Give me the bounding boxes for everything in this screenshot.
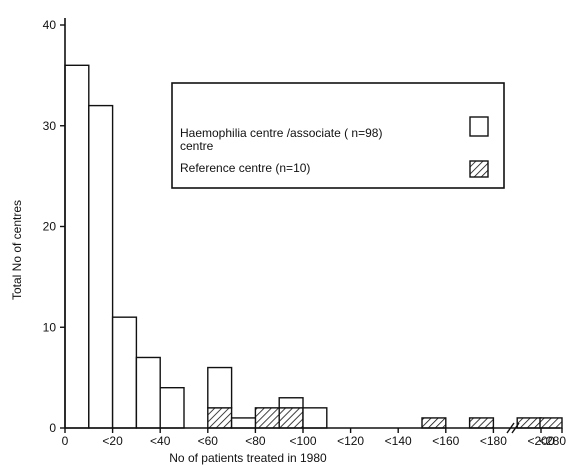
y-tick-label-0: 0 xyxy=(49,421,56,435)
reference-centre-bar-80 xyxy=(254,407,280,429)
reference-centre-bar-170 xyxy=(468,417,495,429)
haemophilia-centre-bar-30 xyxy=(135,356,161,429)
axis-break-mark xyxy=(506,422,520,434)
legend-box xyxy=(171,82,505,189)
haemophilia-centre-bar-90 xyxy=(278,397,304,409)
legend-swatch-hatched xyxy=(469,160,489,178)
y-tick-label-20: 20 xyxy=(43,220,57,234)
reference-centre-bar-60 xyxy=(207,407,233,429)
legend-label-haemophilia-line1: Haemophilia centre /associate ( n=98) xyxy=(180,126,382,140)
haemophilia-centre-bar-0 xyxy=(64,64,90,429)
haemophilia-centre-bar-100 xyxy=(302,407,328,429)
x-axis-title: No of patients treated in 1980 xyxy=(169,451,327,465)
legend-label-haemophilia-line2: centre xyxy=(180,139,214,153)
x-tick-label-8: <160 xyxy=(432,434,459,448)
x-tick-label-7: <140 xyxy=(385,434,412,448)
x-tick-label-0: 0 xyxy=(62,434,69,448)
y-tick-label-30: 30 xyxy=(43,119,57,133)
x-ticks: 0 <20 <40 <60 <80 <100 <120 <140 <160 <180 <200<28… xyxy=(62,428,566,448)
haemophilia-centre-bar-40 xyxy=(159,387,185,429)
bars-layer xyxy=(64,64,563,429)
x-tick-label-3: <60 xyxy=(198,434,219,448)
y-tick-label-10: 10 xyxy=(43,320,57,334)
x-tick-label-4: <80 xyxy=(245,434,266,448)
x-tick-label-10: <200 xyxy=(527,434,554,448)
y-tick-label-40: 40 xyxy=(43,18,57,32)
reference-centre-bar-90 xyxy=(278,407,304,429)
x-tick-label-9: <180 xyxy=(480,434,507,448)
y-axis-title: Total No of centres xyxy=(10,200,24,300)
haemophilia-centre-bar-70 xyxy=(230,417,257,429)
reference-centre-bar-190 xyxy=(516,417,542,429)
legend: Haemophilia centre /associate ( n=98) ce… xyxy=(171,82,505,189)
reference-centre-bar-150 xyxy=(421,417,447,429)
x-tick-label-11: <280 xyxy=(539,434,566,448)
y-ticks: 0 10 20 30 40 xyxy=(43,18,65,435)
x-tick-label-2: <40 xyxy=(150,434,171,448)
legend-swatch-open xyxy=(469,116,489,137)
legend-label-reference: Reference centre (n=10) xyxy=(180,161,310,175)
x-tick-label-1: <20 xyxy=(102,434,123,448)
reference-centre-bar-270 xyxy=(539,417,563,429)
haemophilia-centre-bar-10 xyxy=(88,104,114,429)
haemophilia-centre-bar-20 xyxy=(111,316,138,429)
x-tick-label-5: <100 xyxy=(289,434,316,448)
haemophilia-centre-bar-60 xyxy=(207,366,233,409)
x-tick-label-6: <120 xyxy=(337,434,364,448)
